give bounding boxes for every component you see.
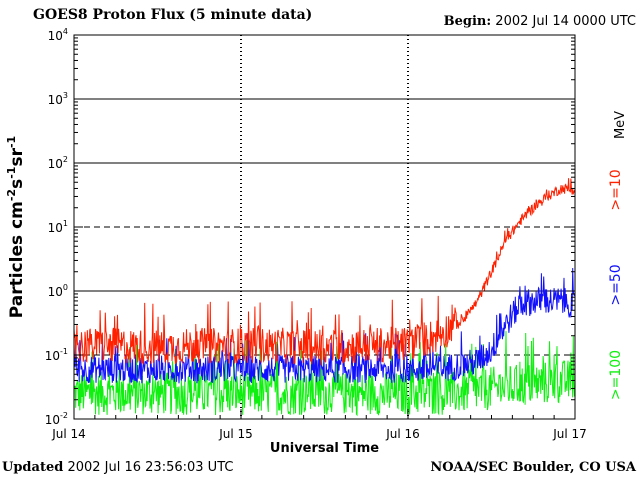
y-axis-label: Particles cm-2s-1sr-1 xyxy=(5,136,27,318)
series-line-ge50 xyxy=(73,267,575,384)
legend-entry: >=10 xyxy=(608,169,624,210)
credit-text: NOAA/SEC Boulder, CO USA xyxy=(430,460,636,475)
axis-layer: 10-2 10-1 100 101 102 103 104 Jul 14 Jul 15 Jul 1… xyxy=(5,27,587,456)
chart-title: GOES8 Proton Flux (5 minute data) xyxy=(33,7,313,23)
y-tick-label: 101 xyxy=(48,219,68,235)
begin-label: Begin: xyxy=(443,14,492,29)
begin-time: Begin: 2002 Jul 14 0000 UTC xyxy=(444,14,636,29)
updated-time: Updated 2002 Jul 16 23:56:03 UTC xyxy=(2,460,233,475)
updated-label: Updated xyxy=(2,460,64,475)
legend-entry: >=100 xyxy=(608,350,624,400)
legend-entry: >=50 xyxy=(608,264,624,305)
y-tick-label: 103 xyxy=(48,91,68,107)
y-tick-label: 104 xyxy=(48,27,68,43)
y-tick-label: 102 xyxy=(48,155,68,171)
begin-value: 2002 Jul 14 0000 UTC xyxy=(495,14,636,29)
y-tick-label: 10-1 xyxy=(45,347,68,363)
x-tick-label: Jul 15 xyxy=(218,427,253,441)
series-line-ge100 xyxy=(73,331,575,417)
series-line-ge10 xyxy=(73,178,575,366)
updated-value: 2002 Jul 16 23:56:03 UTC xyxy=(67,460,234,475)
legend-unit-label: MeV xyxy=(613,111,628,139)
x-tick-label: Jul 14 xyxy=(51,427,86,441)
x-axis-label: Universal Time xyxy=(270,441,379,456)
series-layer xyxy=(73,178,575,417)
y-tick-label: 100 xyxy=(48,283,68,299)
legend-layer: >=10 >=50 >=100 MeV xyxy=(608,111,628,400)
x-tick-label: Jul 16 xyxy=(385,427,420,441)
y-tick-label: 10-2 xyxy=(45,411,68,427)
x-tick-label: Jul 17 xyxy=(552,427,587,441)
